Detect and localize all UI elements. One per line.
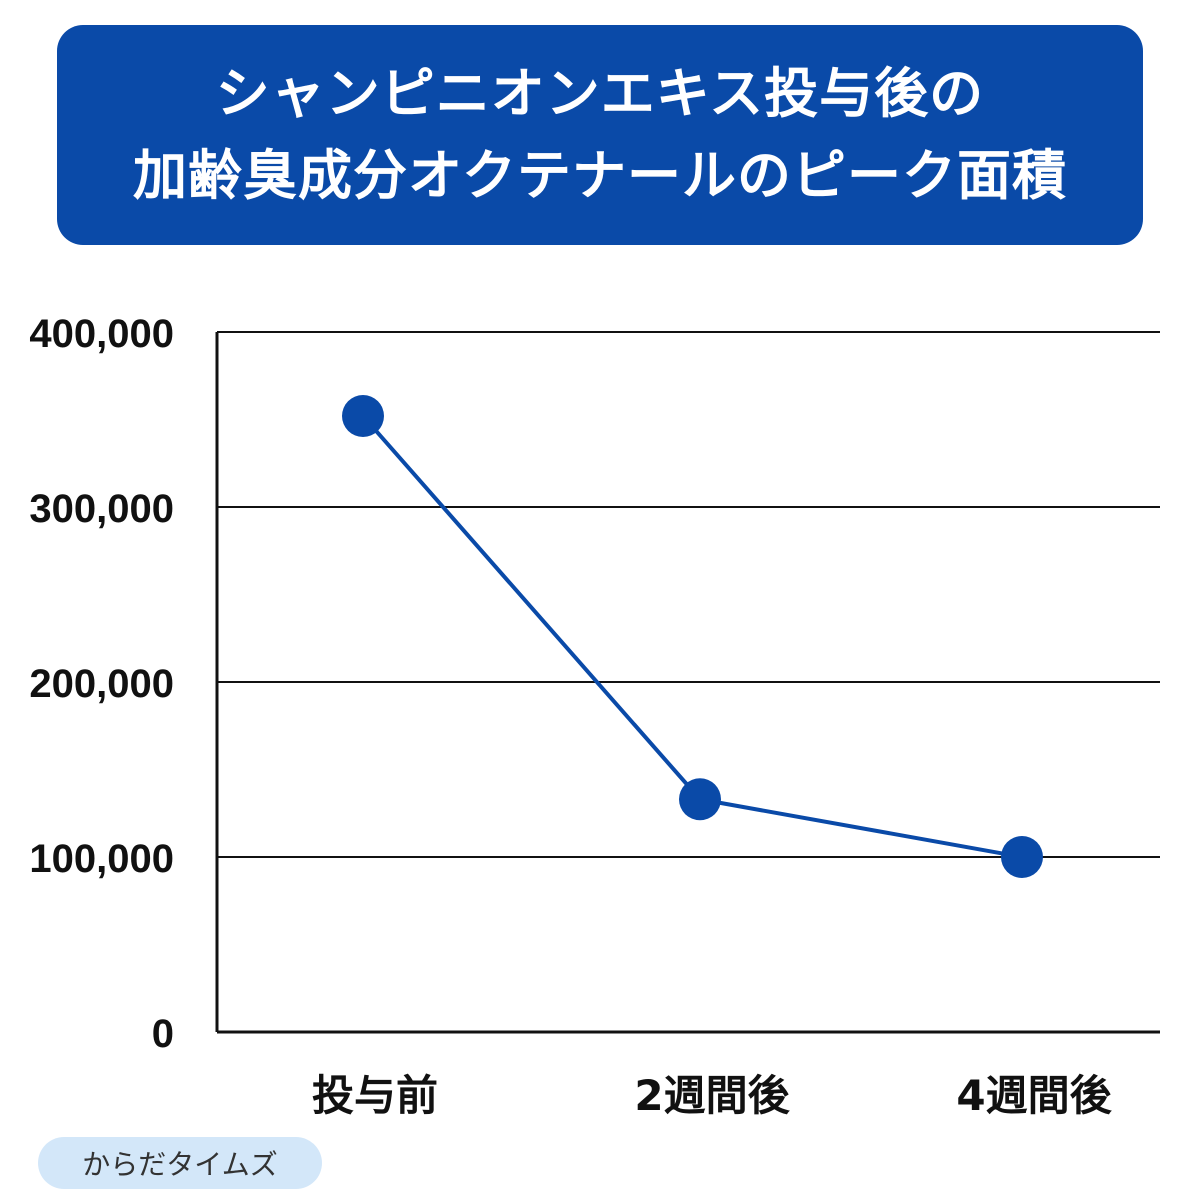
- data-point: [342, 395, 384, 437]
- y-tick-label: 400,000: [29, 312, 174, 356]
- y-tick-label: 0: [152, 1012, 174, 1056]
- x-tick-label: 投与前: [312, 1071, 438, 1120]
- x-tick-label: 2週間後: [634, 1071, 790, 1120]
- y-tick-label: 200,000: [29, 662, 174, 706]
- y-tick-label: 300,000: [29, 487, 174, 531]
- chart-title-line-2: 加齢臭成分オクテナールのピーク面積: [133, 144, 1067, 207]
- chart-title-banner: シャンピニオンエキス投与後の 加齢臭成分オクテナールのピーク面積: [57, 25, 1143, 245]
- x-tick-label: 4週間後: [956, 1071, 1112, 1120]
- data-point: [1001, 836, 1043, 878]
- source-badge: からだタイムズ: [38, 1137, 322, 1189]
- data-point: [679, 778, 721, 821]
- y-tick-label: 100,000: [29, 837, 174, 881]
- chart-title-line-1: シャンピニオンエキス投与後の: [215, 62, 985, 125]
